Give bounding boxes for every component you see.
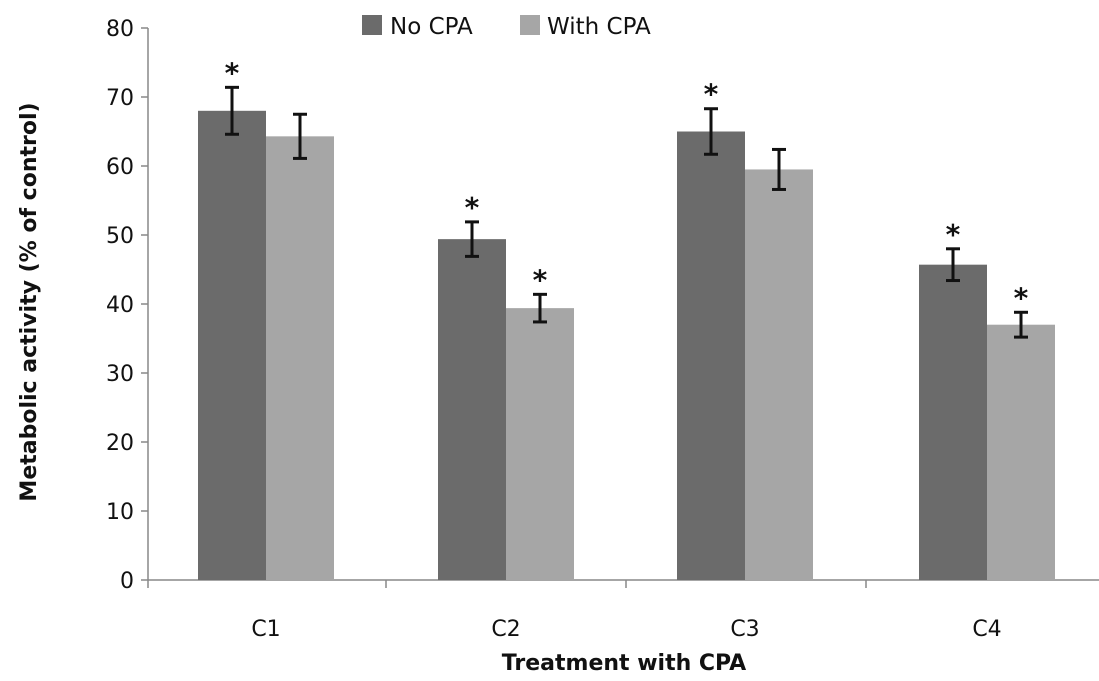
legend-swatch [362,15,382,35]
x-category-label: C2 [491,617,520,642]
legend: No CPA With CPA [362,14,651,40]
y-tick-label: 60 [106,155,134,180]
y-tick-label: 80 [106,17,134,42]
y-tick-label: 20 [106,431,134,456]
bar-with-cpa [506,308,574,580]
bar-with-cpa [987,324,1055,580]
y-tick-label: 10 [106,500,134,525]
significance-marker: * [1014,281,1029,314]
x-category-label: C1 [251,617,280,642]
x-category-label: C4 [972,617,1001,642]
significance-markers: * * * * * * [225,56,1029,314]
bar-with-cpa [745,169,813,580]
significance-marker: * [946,218,961,251]
x-axis: C1 C2 C3 C4 [147,579,1099,642]
y-tick-label: 40 [106,293,134,318]
significance-marker: * [225,56,240,89]
bar-no-cpa [677,131,745,580]
bar-no-cpa [198,110,266,581]
y-tick-label: 30 [106,362,134,387]
significance-marker: * [533,263,548,296]
y-axis: 0 10 20 30 40 50 60 70 80 [106,17,149,594]
y-axis-title: Metabolic activity (% of control) [17,102,42,501]
significance-marker: * [465,191,480,224]
error-bars [225,85,1028,339]
y-tick-label: 0 [120,569,134,594]
bars [198,110,1055,581]
bar-no-cpa [438,239,506,580]
y-tick-label: 50 [106,224,134,249]
legend-swatch [520,15,540,35]
significance-marker: * [704,78,719,111]
legend-label: With CPA [547,14,651,40]
x-category-label: C3 [730,617,759,642]
x-axis-title: Treatment with CPA [502,651,746,676]
y-tick-label: 70 [106,86,134,111]
bar-no-cpa [919,264,987,580]
legend-label: No CPA [390,14,473,40]
bar-with-cpa [266,136,334,580]
